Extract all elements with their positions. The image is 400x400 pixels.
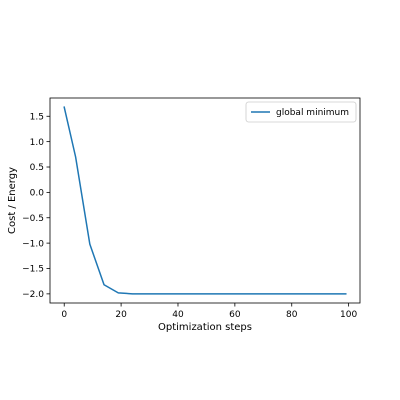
x-axis: 0 20 40 60 80 100 xyxy=(61,303,357,320)
x-axis-label: Optimization steps xyxy=(158,322,252,333)
y-tick-label: −0.5 xyxy=(22,214,44,224)
x-tick-label: 100 xyxy=(340,310,357,320)
series-line-0 xyxy=(63,106,347,295)
y-axis: −2.0 −1.5 −1.0 −0.5 0.0 0.5 1.0 1.5 xyxy=(22,112,50,300)
legend-box xyxy=(245,101,357,123)
y-tick-label: −1.5 xyxy=(22,265,44,275)
x-tick-label: 0 xyxy=(61,310,67,320)
y-tick-label: 1.5 xyxy=(30,112,44,122)
x-tick-label: 60 xyxy=(229,310,241,320)
y-tick-label: 0.5 xyxy=(30,163,44,173)
x-tick-label: 40 xyxy=(172,310,184,320)
y-tick-label: −2.0 xyxy=(22,290,44,300)
x-tick-label: 20 xyxy=(115,310,127,320)
x-tick-label: 80 xyxy=(286,310,298,320)
axes-frame xyxy=(49,97,361,304)
y-tick-label: 1.0 xyxy=(30,138,45,148)
series-layer xyxy=(63,106,347,295)
legend-label: global minimum xyxy=(276,108,349,118)
y-tick-label: −1.0 xyxy=(22,239,44,249)
legend: global minimum xyxy=(245,101,357,123)
y-tick-label: 0.0 xyxy=(30,189,45,199)
y-axis-label: Cost / Energy xyxy=(7,167,18,234)
